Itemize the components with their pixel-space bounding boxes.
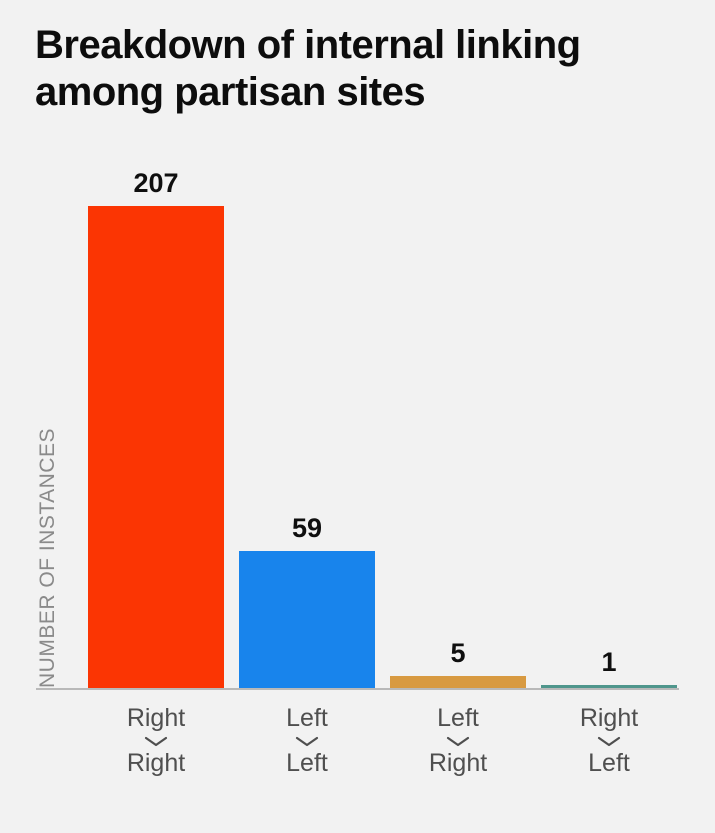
chevron-down-icon (446, 736, 470, 746)
bar-left-right (390, 676, 526, 688)
chevron-down-icon (144, 736, 168, 746)
category-label-left-left: Left Left (239, 704, 375, 778)
category-to: Right (428, 748, 488, 777)
y-axis-label: NUMBER OF INSTANCES (36, 428, 59, 688)
chevron-down-icon (597, 736, 621, 746)
category-from: Left (437, 704, 479, 732)
category-from: Right (579, 704, 639, 732)
chevron-down-icon (295, 736, 319, 746)
value-label: 5 (450, 638, 466, 668)
value-label: 207 (133, 168, 179, 198)
chart-title: Breakdown of internal linking among part… (35, 22, 581, 116)
category-to: Left (588, 748, 630, 777)
category-label-right-right: Right Right (88, 704, 224, 778)
category-from: Left (286, 704, 328, 732)
x-axis-labels: Right Right Left Left Left Right Right L… (88, 704, 677, 778)
x-axis-line (36, 688, 679, 690)
chart-title-line-1: Breakdown of internal linking (35, 23, 581, 67)
bar-right-left (541, 685, 677, 688)
bar-right-right (88, 206, 224, 688)
bar-group-right-left: 1 (541, 649, 677, 688)
bar-left-left (239, 551, 375, 688)
bar-chart: 207 59 5 1 (88, 160, 677, 688)
value-label: 59 (291, 513, 323, 543)
chart-title-line-2: among partisan sites (35, 69, 426, 114)
bar-group-left-right: 5 (390, 640, 526, 688)
category-label-left-right: Left Right (390, 704, 526, 778)
bar-group-right-right: 207 (88, 170, 224, 688)
category-from: Right (126, 704, 186, 732)
category-label-right-left: Right Left (541, 704, 677, 778)
category-to: Right (126, 748, 186, 777)
bars-row: 207 59 5 1 (88, 160, 677, 688)
bar-group-left-left: 59 (239, 515, 375, 688)
value-label: 1 (601, 647, 617, 677)
category-to: Left (286, 748, 328, 777)
